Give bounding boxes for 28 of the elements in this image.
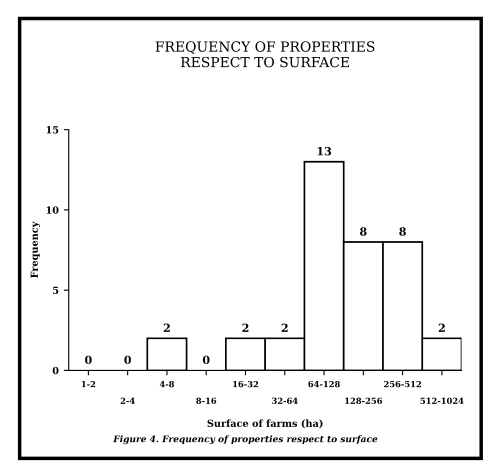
x-tick-label: 64-128 — [308, 380, 340, 388]
x-tick-label: 256-512 — [384, 380, 421, 388]
x-tick-label: 2-4 — [120, 398, 135, 404]
y-tick-label: 10 — [46, 206, 59, 214]
x-tick-label: 4-8 — [160, 380, 174, 388]
data-label: 0 — [124, 356, 132, 364]
x-tick-label: 16-32 — [233, 380, 258, 388]
x-tick-label: 8-16 — [196, 398, 216, 404]
y-tick-label: 0 — [52, 366, 59, 374]
caption: Figure 4. Frequency of properties respect to surface — [113, 435, 378, 444]
chart-title: FREQUENCY OF PROPERTIES RESPECT TO SURFACE — [156, 41, 374, 68]
data-label: 0 — [202, 356, 210, 364]
x-tick-label: 32-64 — [272, 398, 298, 404]
data-label: 2 — [164, 324, 170, 332]
y-tick-label: 15 — [46, 126, 58, 134]
data-label: 0 — [85, 356, 92, 364]
x-tick-label: 512-1024 — [420, 398, 464, 404]
x-tick-label: 128-256 — [345, 398, 382, 404]
data-label: 13 — [318, 147, 332, 156]
data-label: 2 — [438, 324, 445, 332]
x-axis-title: Surface of farms (ha) — [208, 419, 322, 428]
y-tick-label: 5 — [53, 286, 58, 294]
x-tick-label: 1-2 — [82, 380, 96, 388]
data-label: 8 — [360, 227, 367, 236]
data-label: 2 — [242, 324, 248, 332]
data-label: 8 — [399, 227, 406, 236]
data-label: 2 — [282, 324, 288, 332]
y-axis-title: Frequency — [30, 221, 40, 278]
